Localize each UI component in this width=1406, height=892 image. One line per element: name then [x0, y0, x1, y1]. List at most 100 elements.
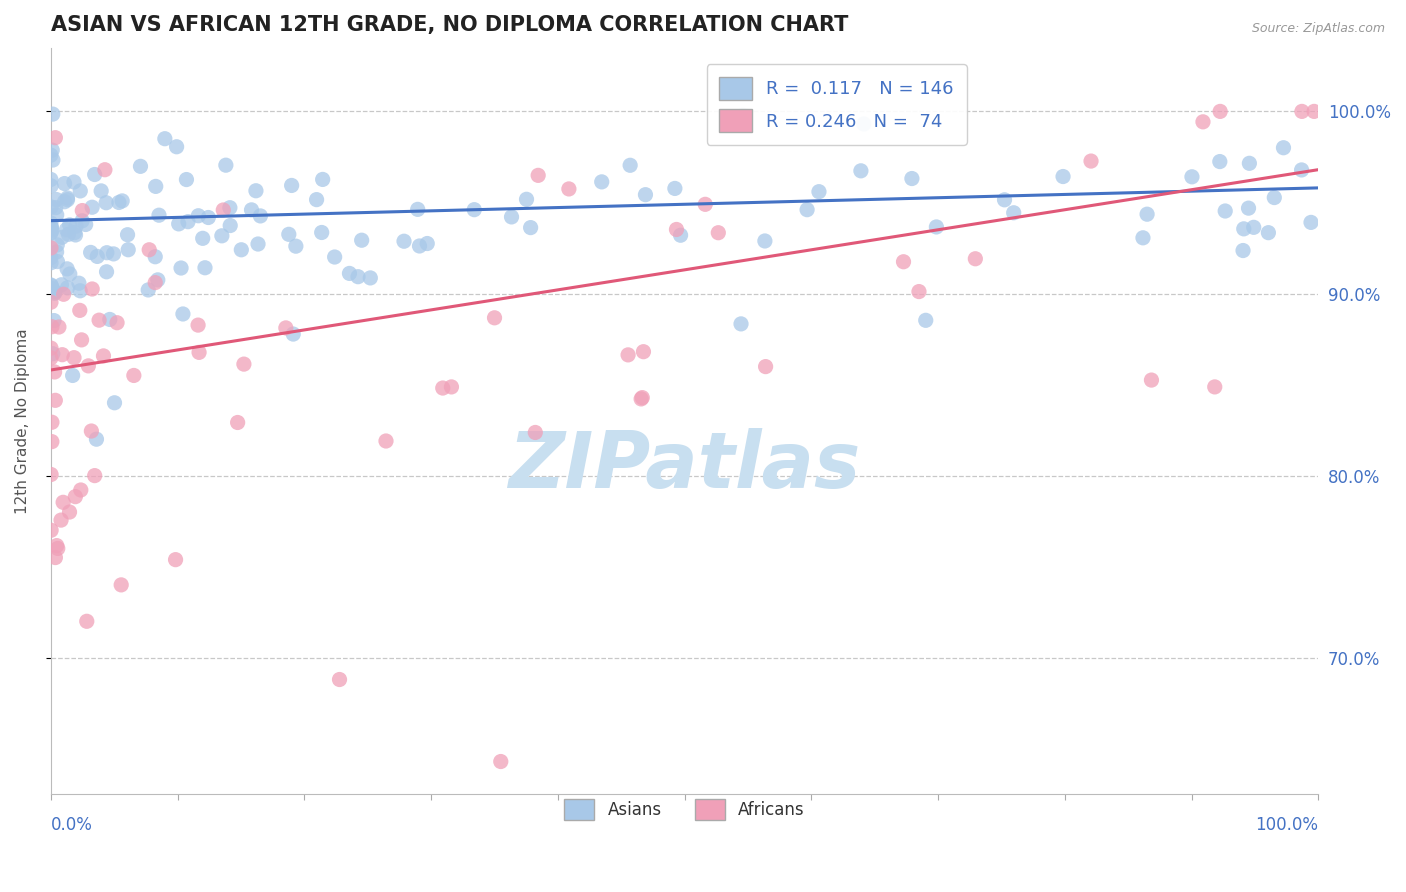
Point [1303, 104, 1326, 119]
Point [90, 184, 112, 198]
Point [39, 225, 62, 239]
Point [1204, 380, 1226, 394]
Point [177, 215, 200, 229]
Point [49, 513, 72, 527]
Point [96, 195, 118, 210]
Point [105, 316, 128, 330]
Point [754, 234, 776, 248]
Point [617, 348, 640, 362]
Point [1233, 222, 1256, 236]
Point [993, 193, 1015, 207]
Point [432, 381, 454, 395]
Point [807, 185, 830, 199]
Point [633, 344, 655, 359]
Point [42, 347, 65, 361]
Point [339, 267, 361, 281]
Point [39, 467, 62, 482]
Point [93, 349, 115, 363]
Point [347, 269, 370, 284]
Point [311, 172, 333, 186]
Point [1192, 115, 1215, 129]
Point [39, 178, 62, 193]
Point [245, 184, 267, 198]
Point [197, 211, 219, 225]
Point [733, 108, 755, 122]
Point [70, 214, 93, 228]
Point [1002, 206, 1025, 220]
Point [46, 238, 69, 252]
Point [484, 310, 506, 325]
Point [323, 250, 346, 264]
Point [39, 256, 62, 270]
Point [39, 200, 62, 214]
Point [730, 317, 752, 331]
Point [280, 178, 302, 193]
Text: 0.0%: 0.0% [51, 816, 93, 834]
Point [707, 226, 730, 240]
Point [98, 312, 121, 326]
Point [44, 393, 66, 408]
Point [122, 368, 145, 383]
Point [146, 273, 169, 287]
Point [501, 210, 523, 224]
Point [41, 223, 63, 237]
Point [1291, 163, 1313, 178]
Point [63, 351, 86, 365]
Point [1237, 201, 1260, 215]
Point [94, 162, 117, 177]
Point [527, 169, 550, 183]
Point [80, 424, 103, 438]
Point [145, 179, 167, 194]
Point [103, 396, 125, 410]
Point [39, 251, 62, 265]
Point [138, 243, 160, 257]
Y-axis label: 12th Grade, No Diploma: 12th Grade, No Diploma [15, 328, 30, 514]
Point [75, 218, 97, 232]
Point [187, 318, 209, 332]
Point [1080, 154, 1102, 169]
Point [59, 267, 82, 281]
Point [39, 278, 62, 293]
Point [55, 222, 77, 236]
Point [172, 307, 194, 321]
Point [111, 194, 134, 208]
Point [117, 227, 139, 242]
Point [212, 202, 235, 217]
Point [524, 425, 547, 440]
Point [440, 380, 463, 394]
Point [42, 313, 65, 327]
Point [45, 193, 67, 207]
Point [44, 130, 66, 145]
Point [167, 217, 190, 231]
Point [59, 218, 82, 232]
Point [515, 192, 537, 206]
Point [44, 285, 66, 299]
Point [416, 236, 439, 251]
Point [39, 216, 62, 230]
Point [44, 550, 66, 565]
Point [1263, 190, 1285, 204]
Point [39, 295, 62, 310]
Point [277, 227, 299, 242]
Point [1209, 104, 1232, 119]
Point [41, 319, 63, 334]
Point [148, 208, 170, 222]
Point [79, 245, 101, 260]
Point [52, 495, 75, 509]
Point [86, 432, 108, 446]
Point [1272, 141, 1295, 155]
Point [165, 552, 187, 566]
Point [406, 202, 429, 217]
Point [215, 158, 238, 172]
Point [110, 578, 132, 592]
Point [65, 219, 87, 233]
Point [908, 285, 931, 299]
Point [52, 287, 75, 301]
Point [44, 286, 66, 301]
Point [359, 271, 381, 285]
Point [1257, 226, 1279, 240]
Point [76, 615, 98, 629]
Point [41, 282, 63, 296]
Point [619, 158, 641, 172]
Point [247, 237, 270, 252]
